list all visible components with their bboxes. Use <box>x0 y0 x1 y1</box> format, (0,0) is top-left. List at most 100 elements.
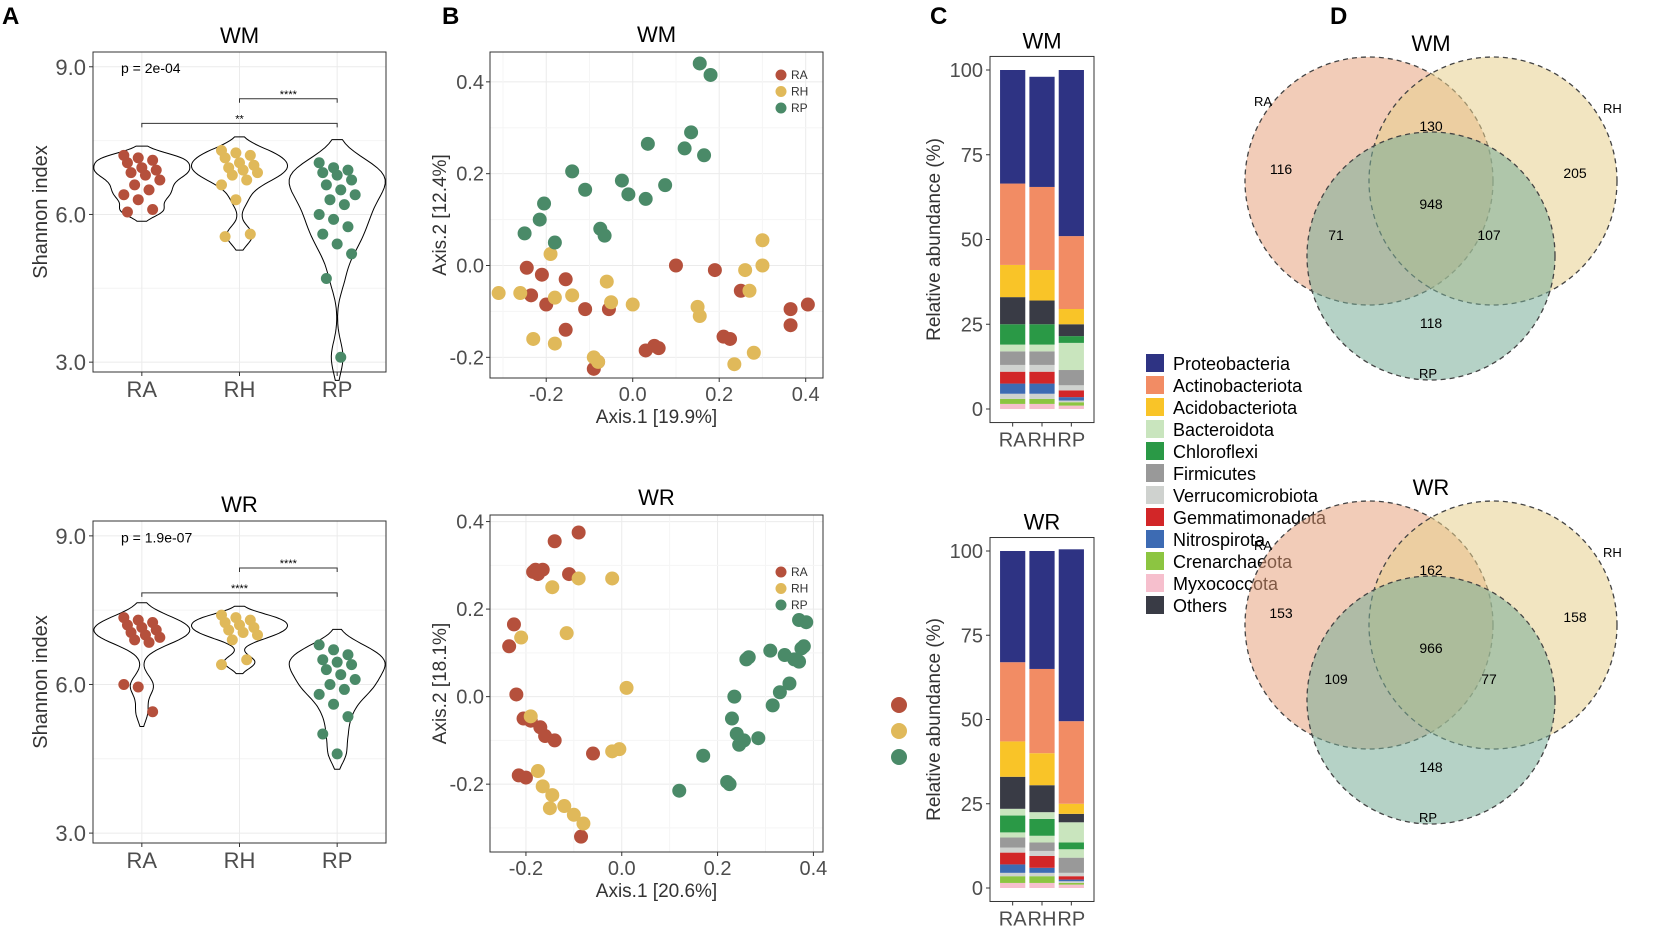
data-point-rh <box>605 571 620 586</box>
data-point-rp <box>317 654 329 666</box>
bar-segment-bacteroidota <box>1029 835 1055 843</box>
bar-segment-acidobacteriota <box>1000 741 1026 777</box>
data-point-rh <box>230 194 242 206</box>
bar-segment-gemmatimonadota <box>1058 876 1084 880</box>
bar-segment-nitrospirota <box>1058 397 1084 401</box>
data-point-rp <box>346 248 358 260</box>
bar-segment-bacteroidota <box>1000 832 1026 838</box>
data-point-rp <box>640 136 655 151</box>
violin-rh <box>190 136 289 251</box>
bar-segment-verrucomicrobiota <box>1029 364 1055 372</box>
bar-segment-verrucomicrobiota <box>1058 400 1084 403</box>
data-point-ra <box>558 272 573 287</box>
violin-rp <box>288 139 386 381</box>
data-point-rp <box>346 659 358 671</box>
venn-count-all: 966 <box>1419 640 1443 656</box>
y-tick-label: 0.2 <box>456 164 484 186</box>
data-point-rh <box>244 228 256 240</box>
venn-count-rh-only: 205 <box>1563 165 1587 181</box>
data-point-ra <box>132 681 144 693</box>
data-point-rp <box>328 698 340 710</box>
data-point-rp <box>696 748 711 763</box>
bar-segment-verrucomicrobiota <box>1000 364 1026 372</box>
data-point-ra <box>534 267 549 282</box>
data-point-rh <box>619 680 634 695</box>
bar-segment-crenarchaeota <box>1058 402 1084 406</box>
data-point-rh <box>535 779 550 794</box>
data-point-rp <box>342 164 354 176</box>
y-tick-label: -0.2 <box>450 774 484 796</box>
bar-segment-myxococcota <box>1029 403 1055 409</box>
data-point-rp <box>313 208 325 220</box>
y-tick-label: 0.4 <box>456 72 484 94</box>
legend-key-myxococcota <box>1146 574 1164 592</box>
y-axis-label: Axis.2 [18.1%] <box>430 623 451 744</box>
data-point-rh <box>244 149 256 161</box>
data-point-rp <box>677 141 692 156</box>
x-tick-label: RP <box>322 377 353 402</box>
data-point-rh <box>755 233 770 248</box>
data-point-rp <box>751 731 766 746</box>
bar-segment-verrucomicrobiota <box>1029 393 1055 399</box>
bar-segment-chloroflexi <box>1058 336 1084 343</box>
p-value-label: p = 2e-04 <box>121 60 181 76</box>
venn-count-rp-only: 118 <box>1420 315 1443 331</box>
y-tick-label: 0.4 <box>456 512 484 534</box>
bar-segment-bacteroidota <box>1000 808 1026 816</box>
legend-label-firmicutes: Firmicutes <box>1173 464 1256 484</box>
venn-diagram-wr: WR RA RH RP 153 158 148 162 109 77 966 <box>1244 475 1622 825</box>
clipped-legend-key-ra <box>891 697 907 713</box>
violin-ra <box>93 602 191 727</box>
data-point-ra <box>524 288 539 303</box>
data-point-ra <box>638 343 653 358</box>
legend-label-rh: RH <box>791 85 808 99</box>
bar-segment-firmicutes <box>1058 857 1084 873</box>
data-point-rh <box>526 331 541 346</box>
y-tick-label: 0.0 <box>456 256 484 278</box>
data-point-rh <box>230 147 242 159</box>
y-axis-label: Relative abundance (%) <box>924 138 945 341</box>
data-point-rp <box>638 191 653 206</box>
data-point-rp <box>349 674 361 686</box>
chart-title: WR <box>638 485 675 510</box>
data-point-rp <box>338 199 350 211</box>
venn-count-ra-rp: 71 <box>1328 227 1344 243</box>
y-tick-label: 50 <box>961 230 983 252</box>
bar-segment-myxococcota <box>1000 882 1026 888</box>
data-point-rp <box>331 238 343 250</box>
legend-key-nitrospirota <box>1146 530 1164 548</box>
bar-segment-gemmatimonadota <box>1058 390 1084 398</box>
data-point-rp <box>328 644 340 656</box>
y-axis-label: Shannon index <box>30 145 52 278</box>
venn-set-label-rh: RH <box>1603 101 1622 116</box>
data-point-rp <box>324 678 336 690</box>
stacked-bar-chart-wr: 0 25 50 75 100 RA RH RP WR Relative abundance (%) <box>924 510 1095 930</box>
data-point-rh <box>491 286 506 301</box>
y-tick-label: 75 <box>961 625 983 647</box>
data-point-ra <box>668 258 683 273</box>
venn-count-rh-rp: 107 <box>1477 227 1501 243</box>
y-tick-label: 0.2 <box>456 599 484 621</box>
legend-label-rh: RH <box>791 582 808 596</box>
data-point-ra <box>125 167 137 179</box>
data-point-rp <box>614 173 629 188</box>
data-point-rp <box>792 654 807 669</box>
venn-count-rh-only: 158 <box>1563 609 1587 625</box>
legend-key-ra <box>775 69 787 81</box>
legend-key-rh <box>775 86 787 97</box>
y-tick-label: 50 <box>961 710 983 732</box>
bar-segment-chloroflexi <box>1029 324 1055 345</box>
data-point-ra <box>783 302 798 317</box>
x-tick-label: -0.2 <box>509 858 543 880</box>
phyla-legend: ProteobacteriaActinobacteriotaAcidobacte… <box>1146 354 1327 616</box>
violin-rh <box>190 605 289 675</box>
data-point-rp <box>782 676 797 691</box>
bar-segment-firmicutes <box>1058 370 1084 386</box>
data-point-rp <box>703 67 718 82</box>
data-point-rp <box>565 164 580 179</box>
chart-title: WM <box>1022 28 1061 53</box>
data-point-rp <box>320 664 332 676</box>
bar-segment-gemmatimonadota <box>1000 371 1026 384</box>
data-point-rp <box>317 167 329 179</box>
data-point-rp <box>320 272 332 284</box>
